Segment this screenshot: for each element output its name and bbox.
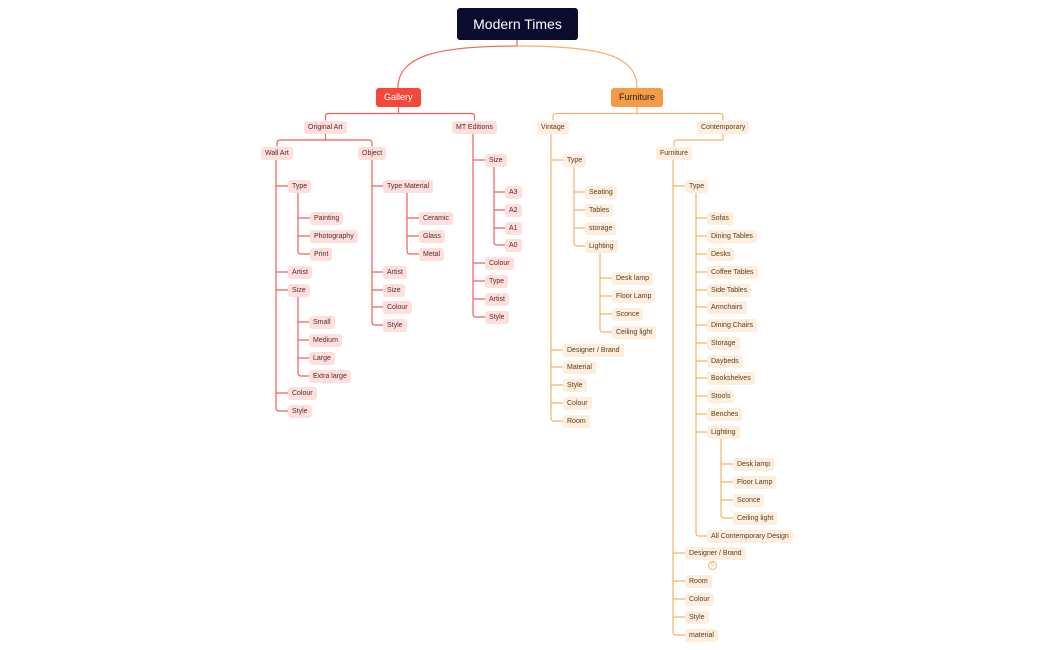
topic-ceiling-light[interactable]: Ceiling light [612, 325, 657, 339]
topic-side-tables[interactable]: Side Tables [707, 283, 752, 297]
topic-artist[interactable]: Artist [383, 265, 407, 279]
connector-trunk [672, 159, 685, 636]
connector-trunk [297, 296, 309, 377]
topic-desks[interactable]: Desks [707, 247, 735, 261]
topic-colour[interactable]: Colour [288, 386, 317, 400]
topic-stools[interactable]: Stools [707, 389, 735, 403]
topic-a2[interactable]: A2 [505, 203, 522, 217]
topic-storage[interactable]: Storage [707, 336, 740, 350]
topic-designer-brand[interactable]: Designer / Brand [685, 546, 746, 560]
topic-metal[interactable]: Metal [419, 247, 445, 261]
topic-style[interactable]: Style [485, 310, 509, 324]
topic-lighting[interactable]: Lighting [707, 425, 740, 439]
connector-trunk [573, 166, 585, 247]
topic-painting[interactable]: Painting [310, 211, 344, 225]
topic-size[interactable]: Size [485, 153, 507, 167]
topic-seating[interactable]: Seating [585, 185, 617, 199]
connector-elbow [673, 133, 724, 147]
topic-colour[interactable]: Colour [563, 396, 592, 410]
topic-type[interactable]: Type [485, 274, 509, 288]
topic-all-contemporary-design[interactable]: All Contemporary Design [707, 529, 793, 543]
topic-designer-brand[interactable]: Designer / Brand [563, 343, 624, 357]
topic-ceiling-light[interactable]: Ceiling light [733, 511, 778, 525]
topic-colour[interactable]: Colour [485, 256, 514, 270]
topic-contemporary[interactable]: Contemporary [697, 120, 750, 134]
topic-a1[interactable]: A1 [505, 221, 522, 235]
topic-mt-editions[interactable]: MT Editions [452, 120, 497, 134]
topic-room[interactable]: Room [685, 574, 712, 588]
topic-size[interactable]: Size [288, 283, 310, 297]
topic-style[interactable]: Style [288, 404, 312, 418]
topic-gallery[interactable]: Gallery [376, 87, 421, 107]
topic-style[interactable]: Style [685, 610, 709, 624]
topic-glass[interactable]: Glass [419, 229, 445, 243]
topic-sofas[interactable]: Sofas [707, 211, 733, 225]
connector-trunk [720, 438, 733, 519]
topic-room[interactable]: Room [563, 414, 590, 428]
topic-dining-chairs[interactable]: Dining Chairs [707, 318, 758, 332]
topic-sconce[interactable]: Sconce [733, 493, 765, 507]
topic-print[interactable]: Print [310, 247, 333, 261]
connector-elbow [324, 106, 476, 121]
topic-sconce[interactable]: Sconce [612, 307, 644, 321]
topic-floor-lamp[interactable]: Floor Lamp [612, 289, 656, 303]
topic-wall-art[interactable]: Wall Art [261, 146, 293, 160]
connector-trunk [550, 133, 563, 422]
topic-size[interactable]: Size [383, 283, 405, 297]
topic-dining-tables[interactable]: Dining Tables [707, 229, 757, 243]
topic-tables[interactable]: Tables [585, 203, 614, 217]
topic-vintage[interactable]: Vintage [537, 120, 569, 134]
connector-root-furniture [516, 45, 638, 89]
topic-artist[interactable]: Artist [288, 265, 312, 279]
topic-style[interactable]: Style [383, 318, 407, 332]
topic-small[interactable]: Small [309, 315, 335, 329]
topic-benches[interactable]: Benches [707, 407, 743, 421]
topic-lighting[interactable]: Lighting [585, 239, 618, 253]
topic-desk-lamp[interactable]: Desk lamp [733, 457, 775, 471]
topic-coffee-tables[interactable]: Coffee Tables [707, 265, 758, 279]
topic-colour[interactable]: Colour [685, 592, 714, 606]
connector-trunk [599, 252, 612, 333]
topic-large[interactable]: Large [309, 351, 335, 365]
topic-storage[interactable]: storage [585, 221, 617, 235]
connector-trunk [695, 192, 707, 537]
connector-trunk [371, 159, 383, 326]
topic-type[interactable]: Type [288, 179, 312, 193]
topic-style[interactable]: Style [563, 378, 587, 392]
connector-trunk [406, 192, 419, 255]
topic-a3[interactable]: A3 [505, 185, 522, 199]
topic-original-art[interactable]: Original Art [304, 120, 347, 134]
topic-type[interactable]: Type [563, 153, 587, 167]
connector-trunk [297, 192, 310, 255]
topic-artist[interactable]: Artist [485, 292, 509, 306]
topic-bookshelves[interactable]: Bookshelves [707, 371, 755, 385]
topic-photography[interactable]: Photography [310, 229, 358, 243]
connector-trunk [493, 166, 505, 246]
topic-daybeds[interactable]: Daybeds [707, 354, 743, 368]
topic-desk-lamp[interactable]: Desk lamp [612, 271, 654, 285]
topic-colour[interactable]: Colour [383, 300, 412, 314]
topic-furniture[interactable]: Furniture [611, 87, 664, 107]
connector-elbow [552, 106, 724, 121]
root-topic[interactable]: Modern Times [457, 8, 578, 40]
topic-a0[interactable]: A0 [505, 238, 522, 252]
topic-material[interactable]: material [685, 628, 718, 642]
topic-medium[interactable]: Medium [309, 333, 342, 347]
connector-elbow [276, 133, 373, 147]
topic-material[interactable]: Material [563, 360, 596, 374]
topic-object[interactable]: Object [358, 146, 387, 160]
topic-type-material[interactable]: Type Material [383, 179, 434, 193]
topic-furniture[interactable]: Furniture [656, 146, 693, 160]
collapsed-count-badge[interactable]: 6 [708, 561, 717, 570]
connector-root-gallery [397, 40, 518, 89]
topic-armchairs[interactable]: Armchairs [707, 300, 747, 314]
topic-extra-large[interactable]: Extra large [309, 369, 351, 383]
topic-ceramic[interactable]: Ceramic [419, 211, 454, 225]
connector-trunk [275, 159, 288, 412]
connector-trunk [472, 133, 485, 318]
topic-type[interactable]: Type [685, 179, 709, 193]
topic-floor-lamp[interactable]: Floor Lamp [733, 475, 777, 489]
